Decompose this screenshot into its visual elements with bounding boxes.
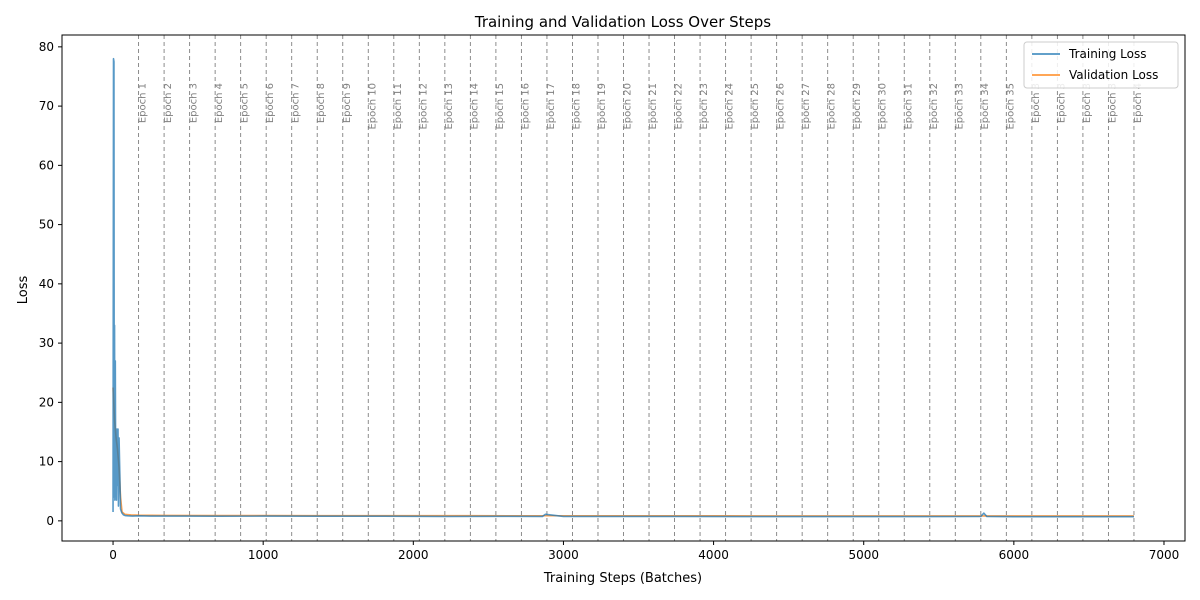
epoch-marker-label: Epoch 3 [1082,83,1093,123]
x-axis-label: Training Steps (Batches) [543,571,702,586]
y-tick-label: 30 [39,336,54,350]
epoch-marker-label: Epoch 23 [699,83,710,130]
epoch-marker-label: Epoch 3 [1056,83,1067,123]
x-tick-label: 6000 [999,548,1030,562]
y-tick-label: 70 [39,99,54,113]
epoch-marker-label: Epoch 16 [520,83,531,130]
epoch-marker-label: Epoch 14 [469,83,480,130]
epoch-marker-label: Epoch 25 [750,83,761,130]
series-lines [112,57,1134,518]
y-tick-label: 40 [39,277,54,291]
plot-frame [61,34,1186,542]
epoch-marker-label: Epoch 3 [1031,83,1042,123]
y-tick-label: 20 [39,395,54,409]
epoch-marker-label: Epoch 10 [367,83,378,130]
y-axis-label: Loss [16,276,31,305]
epoch-marker-label: Epoch 7 [291,83,302,123]
epoch-marker-label: Epoch 1 [138,83,149,123]
epoch-marker-label: Epoch 11 [393,83,404,130]
legend-label: Training Loss [1068,47,1146,61]
x-tick-label: 4000 [698,548,729,562]
epoch-markers: Epoch 1 Epoch 2 Epoch 3 Epoch 4 Epoch 5 Epoch… [138,35,1144,541]
y-tick-label: 50 [39,218,54,232]
epoch-marker-label: Epoch 3 [1107,83,1118,123]
y-axis-ticks: 0 10 20 30 40 50 60 70 80 [39,40,62,528]
legend-box [1023,41,1179,89]
epoch-marker-label: Epoch 32 [929,83,940,130]
epoch-marker-label: Epoch 18 [571,83,582,130]
x-tick-label: 2000 [398,548,429,562]
x-tick-label: 1000 [248,548,279,562]
y-tick-label: 60 [39,158,54,172]
x-axis-ticks: 0 1000 2000 3000 4000 5000 6000 7000 [109,541,1179,562]
epoch-marker-label: Epoch 19 [597,83,608,130]
epoch-marker-label: Epoch 31 [903,83,914,130]
x-tick-label: 0 [109,548,117,562]
epoch-marker-label: Epoch 26 [776,83,787,130]
legend-label: Validation Loss [1069,68,1158,82]
epoch-marker-label: Epoch 13 [444,83,455,130]
epoch-marker-label: Epoch 34 [980,83,991,130]
epoch-marker-label: Epoch 6 [265,83,276,123]
x-tick-label: 7000 [1149,548,1180,562]
epoch-marker-label: Epoch 27 [801,83,812,130]
epoch-marker-label: Epoch 3 [189,83,200,123]
epoch-marker-label: Epoch 30 [878,83,889,130]
y-tick-label: 10 [39,455,54,469]
y-tick-label: 0 [46,514,54,528]
epoch-marker-label: Epoch 5 [240,83,251,123]
x-tick-label: 3000 [548,548,579,562]
epoch-marker-label: Epoch 9 [342,83,353,123]
epoch-marker-label: Epoch 4 [214,83,225,123]
epoch-marker-label: Epoch 33 [954,83,965,130]
epoch-marker-label: Epoch 4 [1133,83,1144,123]
epoch-marker-label: Epoch 24 [725,83,736,130]
epoch-marker-label: Epoch 35 [1005,83,1016,130]
epoch-marker-label: Epoch 21 [648,83,659,130]
epoch-marker-label: Epoch 17 [546,83,557,130]
epoch-marker-label: Epoch 29 [852,83,863,130]
x-tick-label: 5000 [848,548,879,562]
epoch-marker-label: Epoch 22 [674,83,685,130]
epoch-marker-label: Epoch 28 [827,83,838,130]
y-tick-label: 80 [39,40,54,54]
epoch-marker-label: Epoch 8 [316,83,327,123]
epoch-marker-label: Epoch 12 [418,83,429,130]
epoch-marker-label: Epoch 20 [623,83,634,130]
epoch-marker-label: Epoch 2 [163,83,174,123]
epoch-marker-label: Epoch 15 [495,83,506,130]
series-line-training-loss [112,57,1134,518]
chart-title: Training and Validation Loss Over Steps [474,13,771,31]
legend: Training Loss Validation Loss [1023,41,1179,89]
